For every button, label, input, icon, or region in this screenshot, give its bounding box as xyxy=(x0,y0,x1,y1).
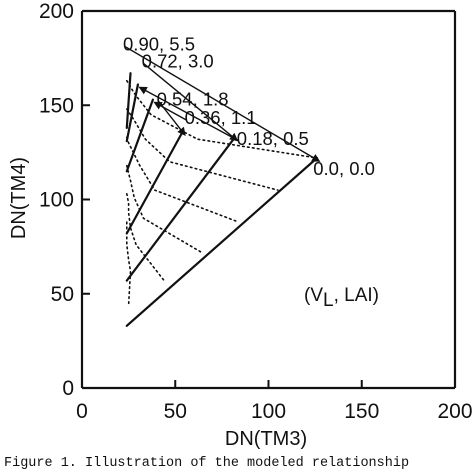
dotted-contour-line xyxy=(126,108,279,191)
x-axis-title: DN(TM3) xyxy=(225,428,307,450)
solid-isoline xyxy=(125,98,154,173)
solid-isoline xyxy=(125,136,236,282)
label-pointer-arrow xyxy=(138,86,240,142)
y-tick-label: 200 xyxy=(39,0,74,23)
x-tick-label: 100 xyxy=(251,400,286,423)
y-tick-label: 150 xyxy=(39,94,74,117)
y-axis-title: DN(TM4) xyxy=(8,157,30,239)
x-tick-label: 200 xyxy=(437,400,472,423)
y-tick-label: 0 xyxy=(62,377,74,400)
y-tick-label: 100 xyxy=(39,189,74,212)
curve-labels: 0.90, 5.50.72, 3.0 0.54, 1.80.36, 1.10.18… xyxy=(123,34,375,179)
x-tick-label: 50 xyxy=(164,400,187,423)
curve-label: 0.54, 1.8 xyxy=(157,88,229,109)
curve-label: 0.90, 5.5 xyxy=(123,34,195,55)
dotted-contour-line xyxy=(126,164,203,254)
label-pointer-arrow xyxy=(143,63,239,142)
dotted-contour-line xyxy=(126,221,132,306)
x-tick-label: 0 xyxy=(76,400,88,423)
curve-label: 0.18, 0.5 xyxy=(237,128,309,149)
figure-caption: Figure 1. Illustration of the modeled re… xyxy=(4,456,409,471)
dotted-contour-line xyxy=(126,136,240,223)
solid-isoline xyxy=(125,83,139,143)
curve-label: 0.0, 0.0 xyxy=(313,158,375,179)
label-pointer-arrow xyxy=(153,101,187,121)
curve-label: 0.72, 3.0 xyxy=(142,51,214,72)
plot-area xyxy=(125,72,319,327)
solid-isoline xyxy=(125,72,132,130)
x-tick-label: 150 xyxy=(344,400,379,423)
y-tick-label: 50 xyxy=(51,283,74,306)
solid-isoline xyxy=(125,130,184,235)
solid-isoline xyxy=(125,156,319,327)
curve-label: 0.36, 1.1 xyxy=(185,107,257,128)
label-pointer-arrow xyxy=(124,45,321,162)
dotted-contour-line xyxy=(126,79,318,159)
dotted-contour-line xyxy=(126,193,165,282)
axes: 0 50 100 150 200 0 50 100 150 200 xyxy=(39,0,473,423)
parameter-legend-note: (VL, LAI) xyxy=(304,285,379,311)
